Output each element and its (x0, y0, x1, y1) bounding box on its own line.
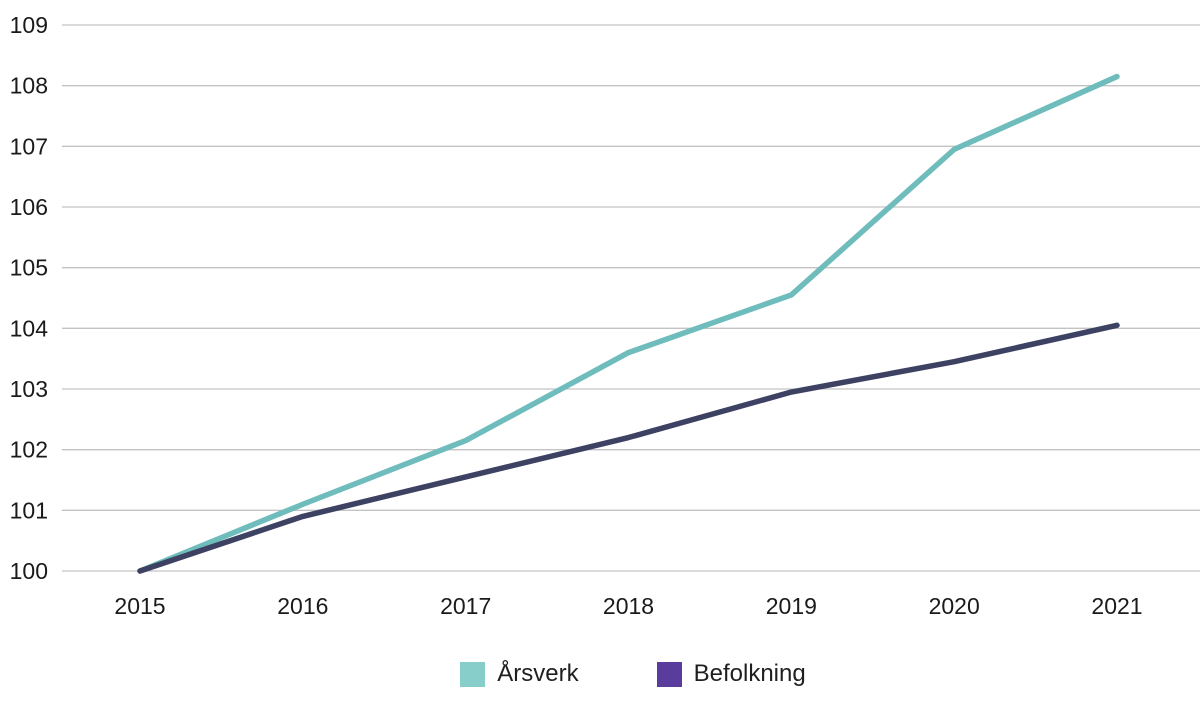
y-tick-label: 101 (10, 497, 48, 523)
y-tick-label: 106 (10, 194, 48, 220)
y-tick-label: 107 (10, 133, 48, 159)
arsverk-legend-swatch (460, 661, 486, 687)
x-tick-label: 2018 (603, 593, 654, 619)
y-tick-label: 104 (10, 315, 49, 341)
x-tick-label: 2017 (440, 593, 491, 619)
x-tick-label: 2019 (766, 593, 817, 619)
arsverk-line (137, 73, 1120, 574)
y-tick-label: 100 (10, 558, 48, 584)
legend-item-arsverk: Årsverk (460, 660, 579, 688)
y-tick-label: 103 (10, 376, 48, 402)
x-tick-label: 2021 (1091, 593, 1142, 619)
befolkning-legend-label: Befolkning (693, 660, 806, 687)
befolkning-legend-swatch (656, 661, 682, 687)
legend: Årsverk Befolkning (33, 660, 1200, 688)
legend-item-befolkning: Befolkning (656, 660, 806, 688)
y-tick-label: 108 (10, 73, 48, 99)
y-tick-label: 109 (10, 12, 48, 38)
y-tick-label: 102 (10, 437, 48, 463)
arsverk-legend-label: Årsverk (497, 660, 579, 687)
y-tick-label: 105 (10, 255, 48, 281)
befolkning-line (137, 322, 1120, 574)
x-tick-label: 2015 (114, 593, 165, 619)
x-tick-label: 2020 (929, 593, 980, 619)
x-tick-label: 2016 (277, 593, 328, 619)
